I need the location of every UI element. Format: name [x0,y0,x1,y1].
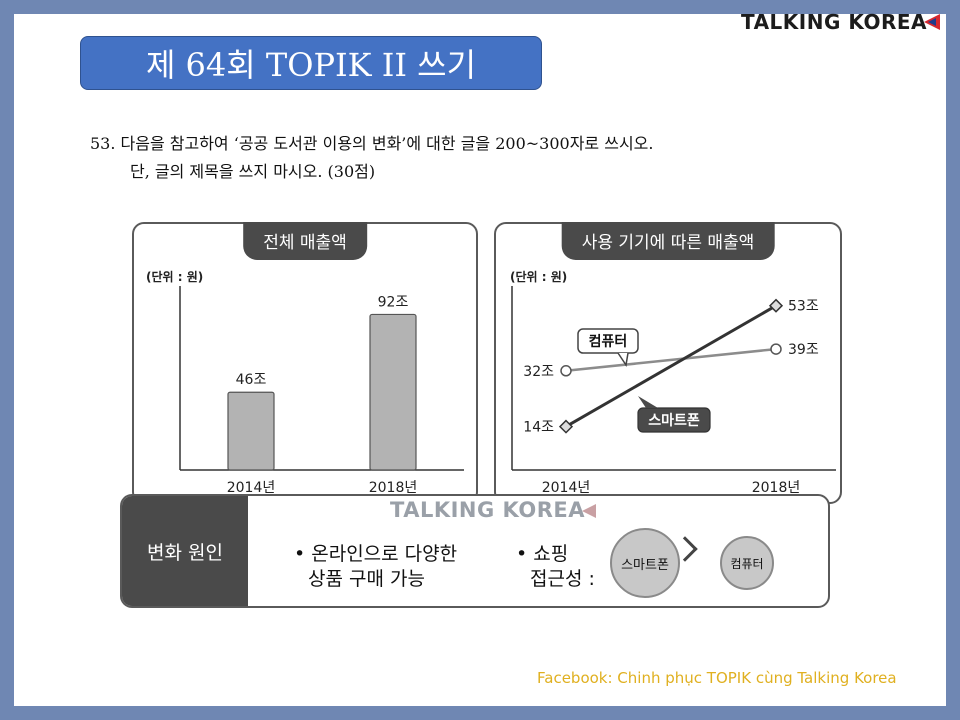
computer-circle: 컴퓨터 [720,536,774,590]
bar-chart-panel: 전체 매출액 (단위 : 원) 46조 2014년 92조 2018년 [132,222,478,504]
series-callout-box-0 [577,328,639,354]
bar-1 [369,313,417,471]
line-x-tick-1: 2018년 [752,480,801,496]
series-1-point-0 [558,419,574,434]
cause-bullet-access-line-2: 접근성 : [530,568,595,590]
page-title: 제 64회 TOPIK II 쓰기 [80,36,542,90]
series-0-point-1 [770,343,782,355]
series-0-data-label-0: 32조 [523,364,554,380]
series-callout-pointer-0 [617,352,629,367]
series-0-data-label-1: 39조 [788,342,819,358]
series-1-data-label-1: 53조 [788,299,819,315]
line-chart-panel: 사용 기기에 따른 매출액 (단위 : 원) 2014년 2018년 32조 39조 컴… [494,222,842,504]
series-line-0 [565,347,777,373]
watermark: TALKING KOREA [390,498,596,522]
bar-0 [227,391,275,471]
line-x-tick-0: 2014년 [542,480,591,496]
footer-facebook: Facebook: Chinh phục TOPIK cùng Talking … [537,669,897,687]
brand-logo: TALKING KOREA [741,10,940,34]
watermark-text: TALKING KOREA [390,498,585,522]
change-cause-label: 변화 원인 [122,496,248,606]
bar-data-label-0: 46조 [236,372,267,388]
question: 53. 다음을 참고하여 ‘공공 도서관 이용의 변화’에 대한 글을 200~… [90,130,654,186]
series-callout-0: 컴퓨터 [577,328,639,367]
series-callout-box-1 [637,407,711,433]
page-title-text: 제 64회 TOPIK II 쓰기 [145,46,477,84]
brand-arrow-icon [924,14,940,30]
series-1-point-1 [768,298,784,313]
bar-x-tick-1: 2018년 [369,480,418,496]
series-name-1: 스마트폰 [648,413,700,429]
cause-bullet-access: • 쇼핑 접근성 : [516,542,595,592]
line-chart-unit: (단위 : 원) [510,270,568,284]
series-line-1 [565,304,777,428]
change-cause-box: 변화 원인 [120,494,830,608]
line-chart-title: 사용 기기에 따른 매출액 [561,222,775,260]
cause-bullet-access-line-1: • 쇼핑 [516,543,569,565]
series-callout-pointer-1 [638,396,658,408]
brand-text: TALKING KOREA [740,10,927,34]
series-callout-1: 스마트폰 [637,396,711,433]
bar-chart-unit: (단위 : 원) [146,270,204,284]
series-1-data-label-0: 14조 [523,420,554,436]
bar-chart-title: 전체 매출액 [243,222,367,260]
cause-bullet-online: • 온라인으로 다양한 상품 구매 가능 [294,542,457,592]
bar-data-label-1: 92조 [378,294,409,310]
smartphone-circle: 스마트폰 [610,528,680,598]
watermark-arrow-icon [582,504,596,518]
series-0-point-0 [560,365,572,377]
cause-bullet-online-line-1: • 온라인으로 다양한 [294,543,458,565]
cause-bullet-online-line-2: 상품 구매 가능 [308,568,425,590]
question-line-1: 53. 다음을 참고하여 ‘공공 도서관 이용의 변화’에 대한 글을 200~… [90,134,654,153]
bar-chart: 46조 2014년 92조 2018년 [179,286,464,496]
series-name-0: 컴퓨터 [589,334,628,350]
question-line-2: 단, 글의 제목을 쓰지 마시오. (30점) [130,162,376,181]
bar-x-tick-0: 2014년 [227,480,276,496]
